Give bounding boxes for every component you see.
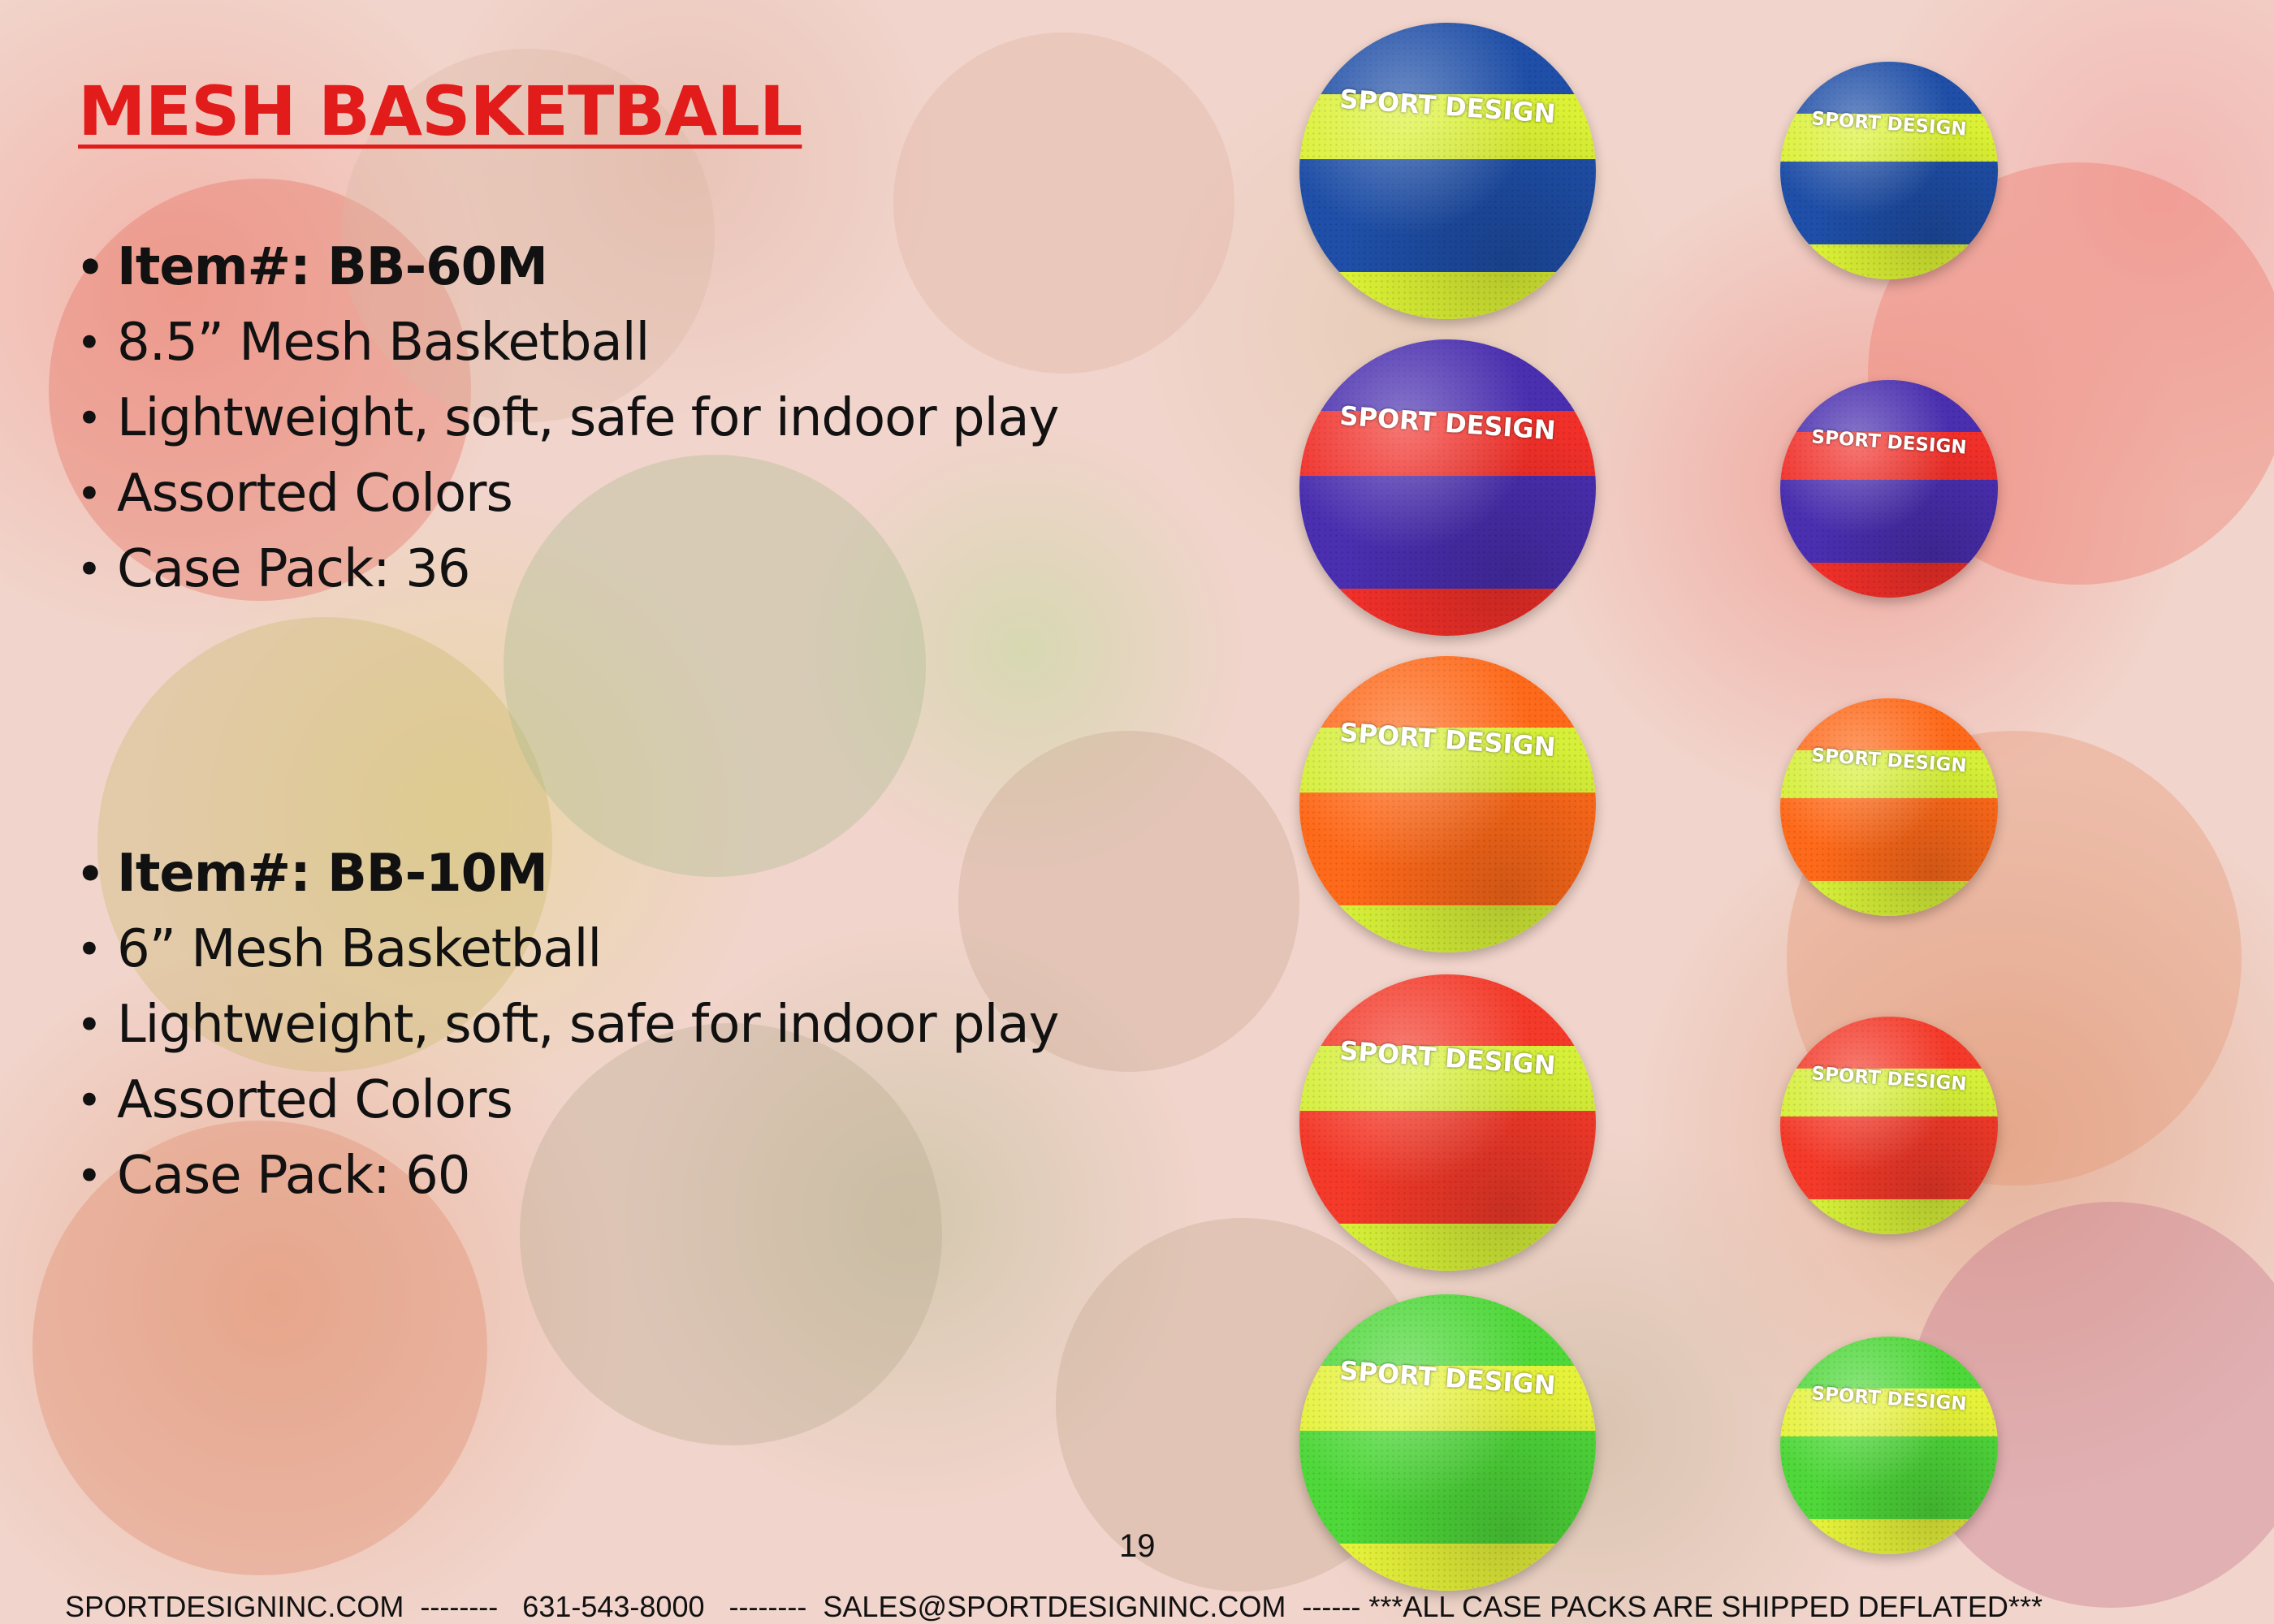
page-title: MESH BASKETBALL <box>78 71 802 151</box>
item-feature: Lightweight, soft, safe for indoor play <box>73 987 1059 1063</box>
product-specs-bb-60m: Item#: BB-60M 8.5” Mesh Basketball Light… <box>73 230 1059 607</box>
basketball-image: SPORT DESIGN <box>1299 656 1596 952</box>
basketball-image: SPORT DESIGN <box>1299 1294 1596 1591</box>
item-size: 6” Mesh Basketball <box>73 912 1058 987</box>
basketball-image: SPORT DESIGN <box>1299 974 1596 1271</box>
basketball-image: SPORT DESIGN <box>1299 23 1596 319</box>
basketball-image: SPORT DESIGN <box>1299 339 1596 636</box>
item-number: Item#: BB-60M <box>73 230 1058 305</box>
item-colors: Assorted Colors <box>73 1063 1058 1138</box>
item-case-pack: Case Pack: 36 <box>73 532 1058 607</box>
item-feature: Lightweight, soft, safe for indoor play <box>73 381 1059 456</box>
basketball-image: SPORT DESIGN <box>1780 1017 1998 1234</box>
basketball-image: SPORT DESIGN <box>1780 698 1998 916</box>
page-number: 19 <box>1119 1528 1156 1564</box>
item-size: 8.5” Mesh Basketball <box>73 305 1058 381</box>
basketball-image: SPORT DESIGN <box>1780 1337 1998 1554</box>
item-case-pack: Case Pack: 60 <box>73 1138 1058 1214</box>
item-number: Item#: BB-10M <box>73 836 1058 912</box>
item-colors: Assorted Colors <box>73 456 1058 532</box>
basketball-image: SPORT DESIGN <box>1780 380 1998 598</box>
footer-contact: SPORTDESIGNINC.COM -------- 631-543-8000… <box>65 1590 2043 1623</box>
basketball-image: SPORT DESIGN <box>1780 62 1998 279</box>
product-specs-bb-10m: Item#: BB-10M 6” Mesh Basketball Lightwe… <box>73 836 1059 1214</box>
